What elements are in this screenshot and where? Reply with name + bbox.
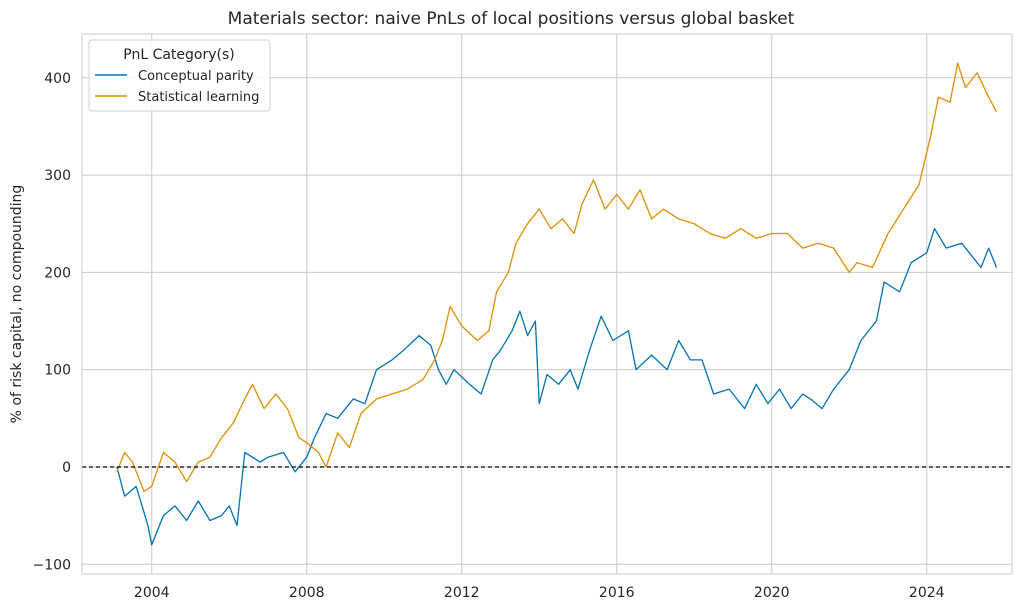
- y-tick-label: 100: [44, 363, 71, 379]
- series-line-conceptual-parity: [116, 227, 998, 546]
- x-tick-label: 2016: [599, 585, 635, 601]
- y-axis-label: % of risk capital, no compounding: [9, 185, 25, 424]
- x-tick-label: 2008: [289, 585, 325, 601]
- legend: PnL Category(s) Conceptual parity Statis…: [88, 39, 271, 112]
- y-tick-label: 400: [44, 71, 71, 87]
- chart-title: Materials sector: naive PnLs of local po…: [228, 9, 795, 29]
- legend-entry-conceptual-parity: Conceptual parity: [138, 69, 254, 84]
- x-tick-label: 2004: [134, 585, 170, 601]
- legend-title: PnL Category(s): [123, 47, 235, 63]
- plot-frame: [81, 33, 1013, 575]
- series-lines: [82, 62, 1012, 546]
- y-tick-label: 0: [62, 460, 71, 476]
- y-tick-label: 200: [44, 265, 71, 281]
- x-tick-label: 2020: [754, 585, 790, 601]
- legend-box: [88, 39, 271, 112]
- x-tick-label: 2024: [909, 585, 945, 601]
- x-tick-label: 2012: [444, 585, 480, 601]
- y-tick-label: −100: [33, 557, 71, 573]
- y-tick-label: 300: [44, 168, 71, 184]
- grid: [82, 34, 1012, 574]
- series-line-statistical-learning: [116, 62, 998, 492]
- legend-entry-statistical-learning: Statistical learning: [138, 90, 259, 105]
